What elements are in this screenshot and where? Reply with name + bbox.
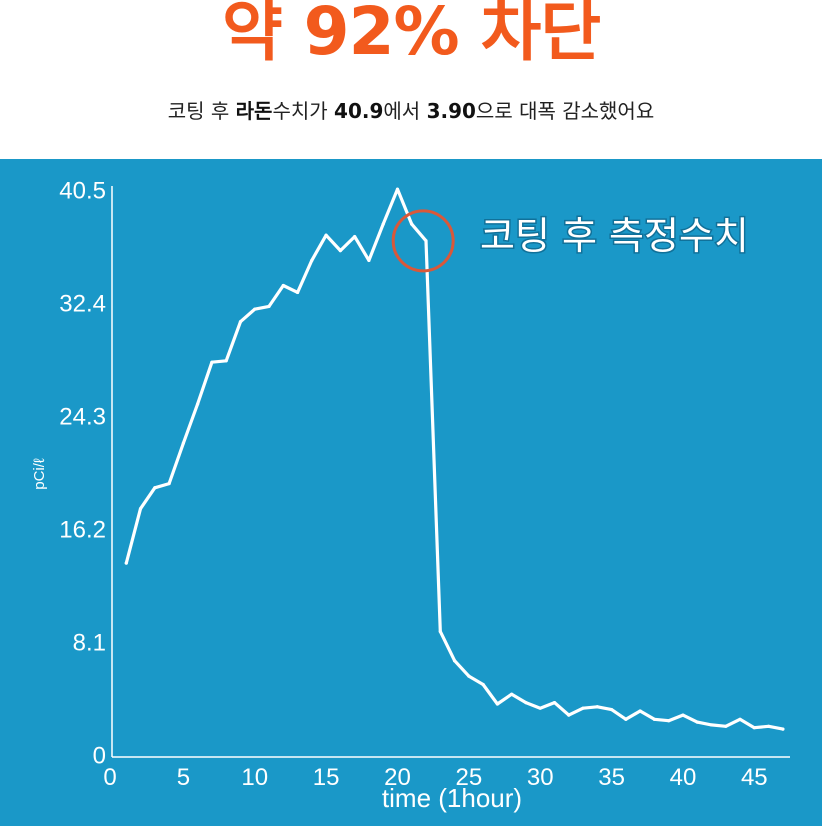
- data-point: [181, 441, 185, 445]
- annotation-label: 코팅 후 측정수치: [480, 214, 749, 258]
- subline-text-2: 수치가: [272, 99, 335, 123]
- x-axis-ticks: 0 5 10 15 20 25 30 35 40 45: [103, 764, 767, 791]
- data-point: [609, 707, 614, 712]
- data-point: [695, 720, 699, 724]
- data-point: [538, 706, 542, 710]
- x-tick-label: 45: [741, 764, 768, 791]
- data-point: [338, 248, 342, 253]
- subline-before-value: 40.9: [334, 99, 384, 123]
- data-point: [595, 705, 599, 709]
- radon-line-chart: 08.116.224.332.440.5 0 5 10 15 20 25 30 35 40 45 …: [0, 159, 822, 826]
- y-axis-ticks: 0 8.1 16.2 24.3 32.4 40.5: [59, 177, 106, 769]
- data-point: [153, 486, 157, 490]
- data-point: [367, 258, 371, 262]
- x-tick-label: 5: [177, 764, 190, 791]
- data-point: [481, 682, 485, 687]
- x-tick-label: 35: [598, 764, 625, 791]
- headline: 약 92% 차단: [221, 0, 601, 70]
- data-point: [624, 717, 628, 721]
- data-point: [510, 692, 514, 696]
- subline: 코팅 후 라돈수치가 40.9에서 3.90으로 대폭 감소했어요: [0, 96, 822, 126]
- data-point: [781, 727, 785, 731]
- data-point: [281, 283, 285, 288]
- data-point: [210, 360, 214, 364]
- data-point: [410, 222, 414, 226]
- data-point: [667, 719, 671, 723]
- subline-text-4: 으로 대폭 감소했어요: [475, 99, 655, 123]
- y-tick-label: 16.2: [59, 516, 106, 543]
- chart-axes: [111, 186, 790, 758]
- data-point: [766, 724, 771, 728]
- data-point: [295, 290, 300, 295]
- data-point: [567, 713, 571, 717]
- series-points: [124, 187, 785, 731]
- data-point: [167, 481, 171, 486]
- data-point: [652, 717, 657, 721]
- data-point: [310, 258, 314, 262]
- data-point: [238, 320, 243, 324]
- data-point: [424, 239, 428, 243]
- data-point: [395, 187, 400, 191]
- x-tick-label: 0: [103, 764, 116, 791]
- data-point: [709, 723, 714, 727]
- y-tick-label: 8.1: [73, 629, 106, 656]
- x-axis-label: time (1hour): [382, 783, 522, 813]
- data-point: [738, 717, 742, 721]
- data-point: [381, 222, 385, 226]
- data-point: [353, 235, 357, 239]
- y-tick-label: 24.3: [59, 403, 106, 430]
- data-point: [467, 674, 471, 678]
- data-point: [324, 233, 328, 237]
- data-point: [524, 700, 528, 705]
- chart-background: [0, 159, 822, 826]
- x-tick-label: 40: [670, 764, 697, 791]
- chart-panel: 0 8.1 16.2 24.3 32.4 40.5 0 5 10 15 20 25 30 35 40 45 …: [0, 159, 822, 826]
- x-tick-label: 10: [241, 764, 268, 791]
- y-axis-label: pCi/ℓ: [31, 458, 48, 490]
- data-point: [224, 359, 228, 363]
- data-point: [438, 629, 442, 634]
- data-point: [581, 706, 585, 710]
- data-point: [452, 659, 457, 663]
- coating-highlight-circle: [391, 209, 455, 273]
- y-tick-label: 40.5: [59, 177, 106, 204]
- y-tick-label: 0: [93, 742, 106, 769]
- data-point: [752, 726, 756, 730]
- data-point: [124, 561, 128, 565]
- y-tick-label: 32.4: [59, 290, 106, 317]
- subline-text-1: 코팅 후: [167, 99, 236, 123]
- x-tick-label: 20: [384, 764, 411, 791]
- subline-keyword-radon: 라돈: [235, 99, 273, 123]
- data-point: [253, 307, 257, 311]
- data-point: [138, 507, 143, 511]
- subline-after-value: 3.90: [426, 99, 476, 123]
- x-tick-label: 30: [527, 764, 554, 791]
- data-point: [724, 724, 728, 728]
- data-point: [196, 402, 200, 406]
- x-tick-label: 25: [455, 764, 482, 791]
- data-point: [267, 304, 271, 308]
- data-point: [552, 700, 557, 705]
- subline-text-3: 에서: [383, 99, 427, 123]
- data-point: [681, 713, 685, 717]
- data-point: [638, 709, 642, 713]
- data-point: [495, 702, 499, 706]
- x-tick-label: 15: [313, 764, 340, 791]
